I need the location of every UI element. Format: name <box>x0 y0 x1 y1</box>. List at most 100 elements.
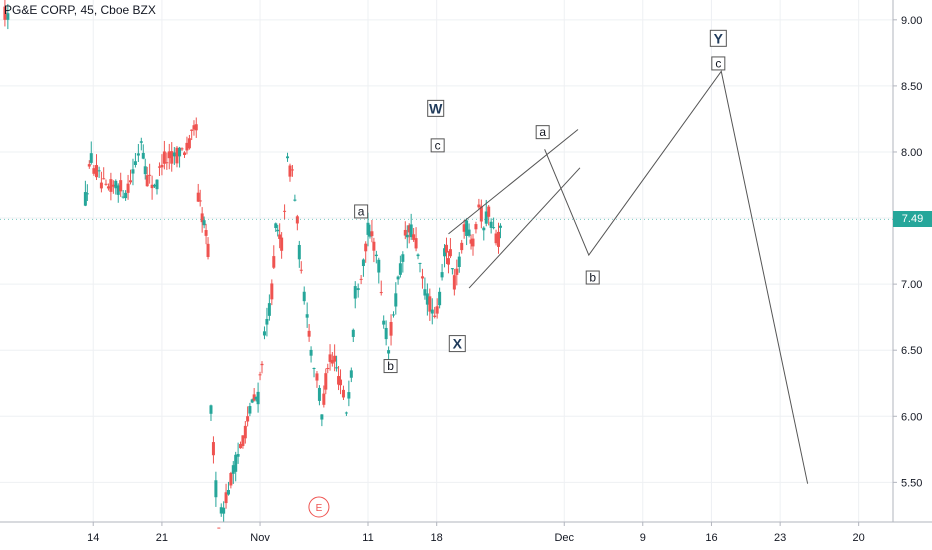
candle-body <box>252 394 256 401</box>
candle-body <box>445 244 448 253</box>
wave-label: a <box>539 125 546 139</box>
candle-body <box>143 166 147 175</box>
candle-body <box>148 174 152 176</box>
candle-body <box>250 399 254 403</box>
candle-body <box>89 153 93 163</box>
candle-body <box>139 141 143 143</box>
candle-body <box>489 221 493 228</box>
candle-body <box>198 200 202 202</box>
wave-label: a <box>358 204 365 218</box>
candle-body <box>153 184 157 187</box>
candle-body <box>309 349 313 356</box>
candle-body <box>344 412 348 414</box>
wave-label: Y <box>714 30 724 46</box>
candle-body <box>196 192 200 202</box>
chart-title: PG&E CORP, 45, Cboe BZX <box>4 3 156 17</box>
candle-body <box>121 196 125 198</box>
candle-body <box>129 180 133 183</box>
candle-body <box>409 224 413 238</box>
candle-body <box>99 182 103 189</box>
candle-body <box>187 138 191 149</box>
y-tick-label: 7.00 <box>901 279 922 291</box>
candle-body <box>379 292 383 294</box>
candle-body <box>452 275 456 290</box>
last-price-badge: 7.49 <box>893 211 932 228</box>
candle-body <box>226 489 230 495</box>
candle-body <box>433 315 437 317</box>
candle-body <box>111 184 115 187</box>
candle-body <box>341 389 345 398</box>
candle-body <box>467 229 471 236</box>
candle-body <box>492 227 496 229</box>
candle-body <box>405 234 409 238</box>
candle-body <box>209 405 213 414</box>
candle-body <box>299 269 303 271</box>
wave-label-box <box>585 270 600 285</box>
wave-label: c <box>715 56 721 70</box>
wave-label: W <box>429 100 443 116</box>
candle-body <box>448 249 452 257</box>
candle-body <box>116 185 120 195</box>
wave-label: X <box>453 336 463 352</box>
candle-body <box>335 367 339 369</box>
candles-group <box>3 0 502 529</box>
x-tick-label: 16 <box>705 532 717 544</box>
candle-body <box>180 148 184 150</box>
candle-body <box>175 147 179 164</box>
candle-body <box>243 425 247 439</box>
candle-body <box>339 379 343 386</box>
x-tick-label: 20 <box>853 532 865 544</box>
candle-body <box>280 237 284 251</box>
candle-body <box>170 151 174 164</box>
candle-body <box>494 233 498 244</box>
candle-body <box>214 480 218 498</box>
candle-body <box>119 180 123 192</box>
y-tick-label: 6.50 <box>901 345 922 357</box>
candle-body <box>204 230 208 236</box>
candle-body <box>295 216 299 224</box>
event-marker-circle <box>308 496 330 518</box>
candle-body <box>109 179 113 192</box>
candle-body <box>418 262 422 264</box>
candle-body <box>167 151 171 159</box>
x-tick-label: 23 <box>774 532 786 544</box>
candle-body <box>368 231 372 237</box>
candle-body <box>315 373 319 381</box>
x-tick-label: 21 <box>156 532 168 544</box>
candle-body <box>302 291 306 302</box>
candle-body <box>126 183 130 193</box>
candle-body <box>97 170 101 172</box>
candle-body <box>200 213 204 223</box>
candle-body <box>182 152 186 155</box>
candle-body <box>430 309 434 314</box>
candle-body <box>150 184 154 189</box>
candle-body <box>446 258 450 265</box>
wave-label-box <box>448 335 466 353</box>
wave-label-box <box>383 359 398 374</box>
candle-body <box>94 165 98 178</box>
y-tick-label: 8.00 <box>901 147 922 159</box>
candle-body <box>87 164 91 167</box>
candle-body <box>160 164 164 168</box>
candle-body <box>178 147 182 157</box>
wave-label-box <box>354 204 369 219</box>
candle-body <box>326 368 330 370</box>
candle-body <box>172 152 176 157</box>
candle-body <box>353 286 357 299</box>
candle-body <box>366 222 370 235</box>
candle-body <box>85 193 89 195</box>
candle-body <box>374 254 378 257</box>
candle-body <box>157 166 161 168</box>
candle-body <box>471 238 475 247</box>
wave-label: c <box>435 138 441 152</box>
x-tick-label: 14 <box>87 532 99 544</box>
candle-body <box>286 156 290 159</box>
candle-body <box>477 204 481 208</box>
candle-body <box>290 169 294 171</box>
candle-body <box>267 303 271 316</box>
candle-body <box>317 387 321 401</box>
candle-body <box>320 414 324 420</box>
candle-body <box>443 248 447 257</box>
